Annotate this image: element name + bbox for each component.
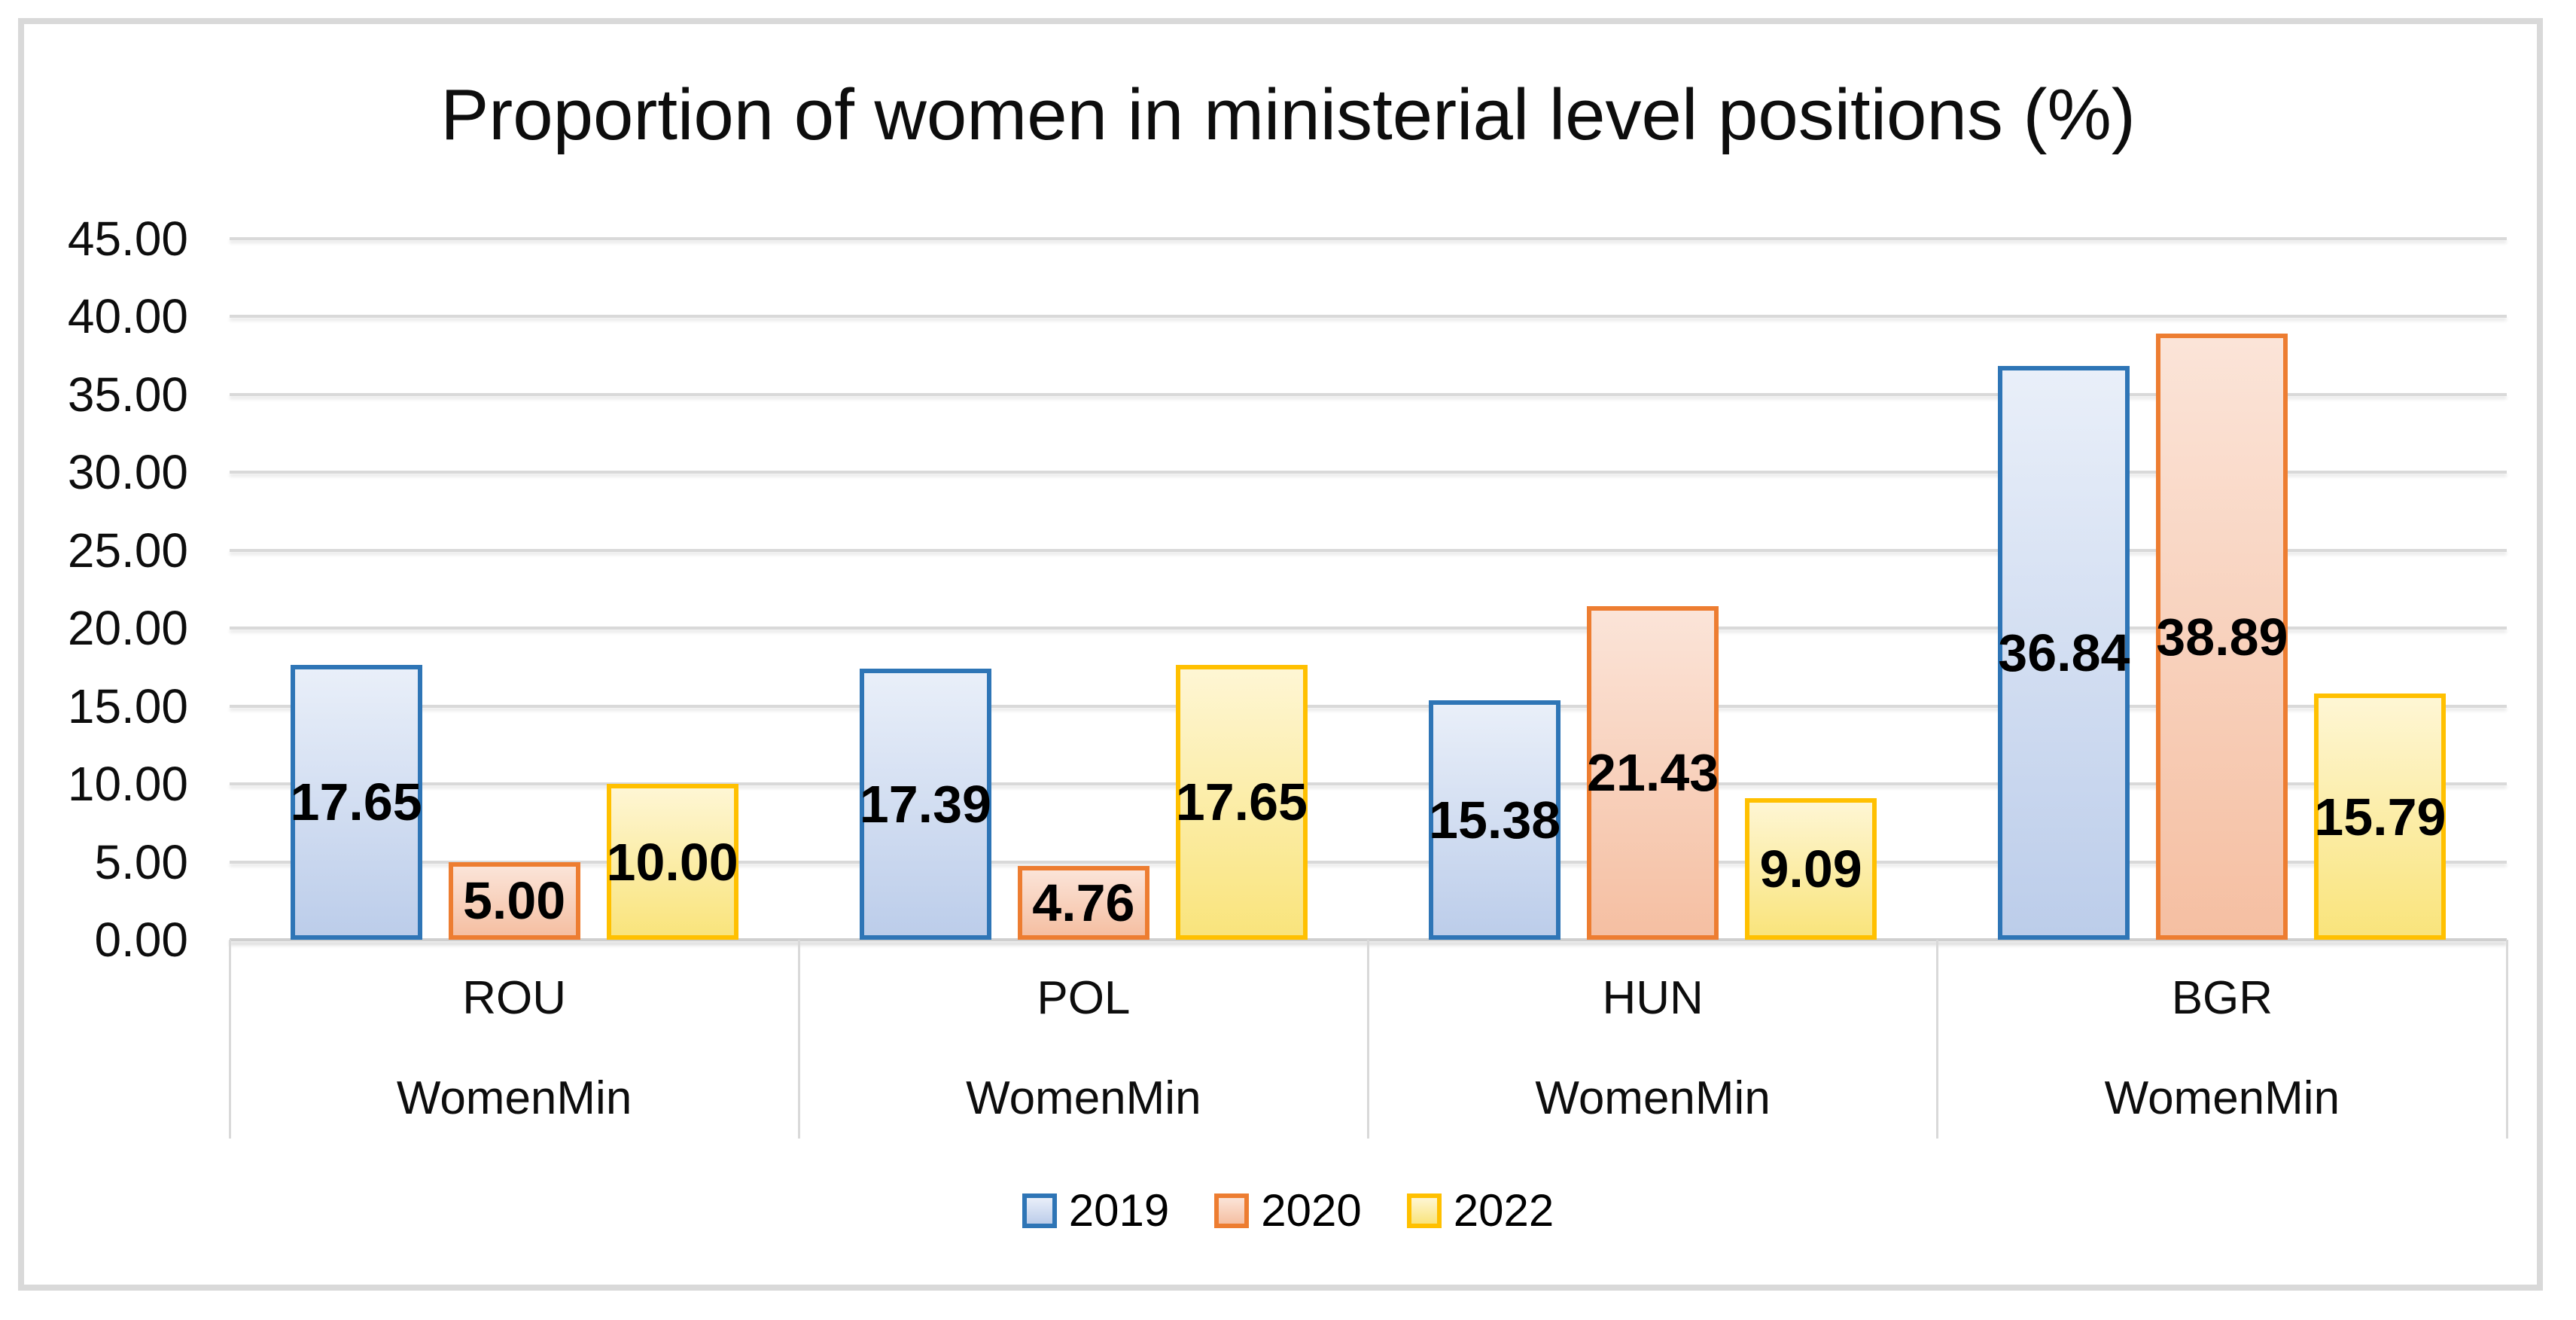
- legend-swatch-2019: [1022, 1193, 1057, 1228]
- bar-value-label: 15.79: [2314, 787, 2447, 846]
- legend: 2019 2020 2022: [0, 1188, 2576, 1233]
- y-tick-label: 0.00: [94, 913, 188, 967]
- gridline: [230, 704, 2507, 708]
- category-divider: [797, 940, 800, 1139]
- category-sublabel: WomenMin: [966, 1072, 1201, 1124]
- bar-value-label: 4.76: [1032, 873, 1135, 932]
- bar-2019-HUN: 15.38: [1429, 700, 1561, 940]
- category-label-HUN: HUN: [1602, 972, 1704, 1024]
- y-tick-label: 30.00: [67, 445, 188, 500]
- gridline: [230, 626, 2507, 630]
- gridline: [230, 548, 2507, 552]
- bar-value-label: 17.65: [290, 773, 422, 832]
- bar-value-label: 17.65: [1175, 773, 1308, 832]
- bar-value-label: 10.00: [606, 832, 738, 892]
- category-divider: [228, 940, 231, 1139]
- bar-2022-ROU: 10.00: [607, 784, 738, 940]
- bar-value-label: 5.00: [463, 871, 566, 931]
- gridline: [230, 392, 2507, 396]
- category-sublabel: WomenMin: [2104, 1072, 2340, 1124]
- y-tick-label: 10.00: [67, 757, 188, 812]
- y-tick-label: 20.00: [67, 601, 188, 656]
- gridline: [230, 471, 2507, 474]
- gridline: [230, 237, 2507, 240]
- legend-item-2020: 2020: [1214, 1185, 1362, 1236]
- bar-2020-ROU: 5.00: [448, 861, 580, 940]
- category-sublabel: WomenMin: [1535, 1072, 1771, 1124]
- bar-2020-BGR: 38.89: [2156, 334, 2288, 940]
- bar-2022-POL: 17.65: [1175, 664, 1308, 940]
- bar-value-label: 17.39: [859, 775, 991, 834]
- legend-label: 2019: [1068, 1185, 1170, 1236]
- chart-title: Proportion of women in ministerial level…: [440, 75, 2136, 155]
- legend-item-2019: 2019: [1022, 1188, 1169, 1233]
- bar-value-label: 21.43: [1587, 743, 1719, 803]
- legend-label: 2022: [1453, 1185, 1554, 1236]
- category-divider: [1367, 940, 1369, 1139]
- y-tick-label: 5.00: [94, 834, 188, 889]
- gridline: [230, 315, 2507, 319]
- bar-2019-ROU: 17.65: [290, 664, 422, 940]
- bar-2019-POL: 17.39: [860, 669, 991, 940]
- bar-2022-BGR: 15.79: [2314, 694, 2446, 940]
- y-tick-label: 35.00: [67, 367, 188, 422]
- bar-2019-BGR: 36.84: [1998, 365, 2130, 940]
- category-label-POL: POL: [1037, 972, 1131, 1024]
- gridline: [230, 782, 2507, 786]
- bar-value-label: 36.84: [1998, 623, 2130, 682]
- y-tick-label: 40.00: [67, 289, 188, 344]
- bar-2020-HUN: 21.43: [1587, 605, 1719, 940]
- category-divider: [1936, 940, 1939, 1139]
- bar-value-label: 9.09: [1759, 839, 1862, 898]
- y-tick-label: 45.00: [67, 212, 188, 266]
- category-label-BGR: BGR: [2171, 972, 2273, 1024]
- bar-value-label: 15.38: [1429, 790, 1561, 849]
- legend-swatch-2020: [1214, 1193, 1250, 1228]
- legend-item-2022: 2022: [1406, 1185, 1554, 1236]
- y-tick-label: 25.00: [67, 523, 188, 578]
- gridline: [230, 860, 2507, 864]
- bar-2022-HUN: 9.09: [1745, 797, 1877, 940]
- category-divider: [2505, 940, 2508, 1139]
- y-tick-label: 15.00: [67, 678, 188, 733]
- category-label-ROU: ROU: [462, 972, 567, 1024]
- legend-label: 2020: [1261, 1185, 1362, 1236]
- bar-2020-POL: 4.76: [1017, 865, 1149, 940]
- legend-swatch-2022: [1406, 1193, 1442, 1228]
- category-sublabel: WomenMin: [396, 1072, 632, 1124]
- bar-value-label: 38.89: [2156, 607, 2288, 666]
